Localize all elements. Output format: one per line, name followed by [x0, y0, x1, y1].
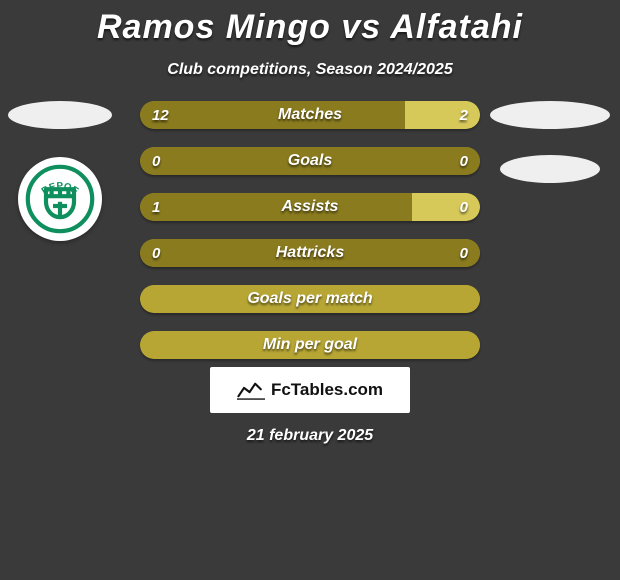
stat-row: 122Matches: [140, 101, 480, 129]
stat-row: Min per goal: [140, 331, 480, 359]
stat-label: Matches: [140, 101, 480, 129]
club-badge: BEPOE: [18, 157, 102, 241]
chart-icon: [237, 379, 265, 401]
fctables-logo: FcTables.com: [210, 367, 410, 413]
flag-oval-left: [8, 101, 112, 129]
chart-canvas: BEPOE 122Matches 00Goals 10Assists 00Hattri…: [0, 79, 620, 559]
fctables-logo-text: FcTables.com: [271, 380, 383, 400]
comparison-rows: 122Matches 00Goals 10Assists 00Hattricks Goa…: [140, 101, 480, 377]
stat-label: Assists: [140, 193, 480, 221]
stat-row: Goals per match: [140, 285, 480, 313]
flag-oval-right-2: [500, 155, 600, 183]
stat-label: Hattricks: [140, 239, 480, 267]
flag-oval-right: [490, 101, 610, 129]
page-subtitle: Club competitions, Season 2024/2025: [0, 61, 620, 79]
stat-row: 00Goals: [140, 147, 480, 175]
stat-label: Min per goal: [140, 331, 480, 359]
stat-row: 00Hattricks: [140, 239, 480, 267]
club-badge-icon: BEPOE: [25, 164, 95, 234]
stat-label: Goals per match: [140, 285, 480, 313]
stat-row: 10Assists: [140, 193, 480, 221]
page-title: Ramos Mingo vs Alfatahi: [0, 0, 620, 47]
stat-label: Goals: [140, 147, 480, 175]
footer-date: 21 february 2025: [0, 427, 620, 445]
